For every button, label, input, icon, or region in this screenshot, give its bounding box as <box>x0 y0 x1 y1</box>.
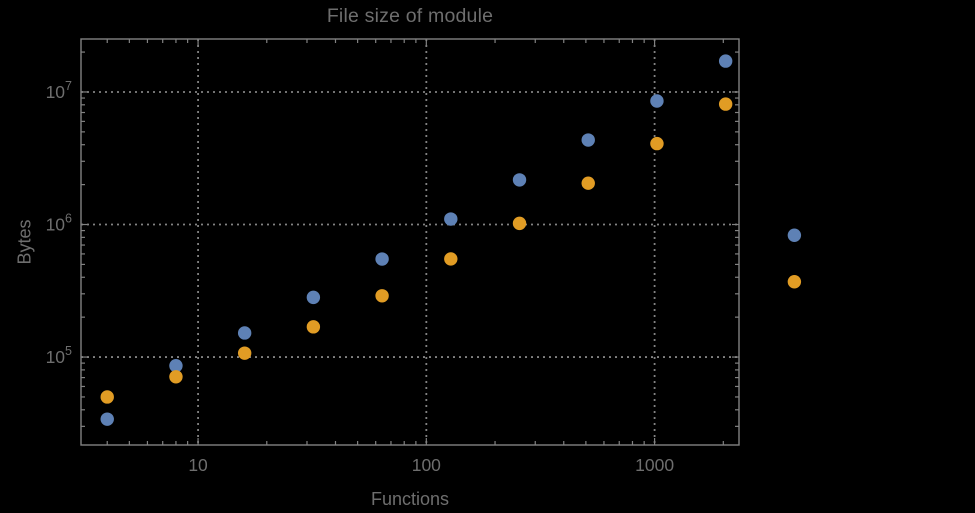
data-point <box>512 173 527 187</box>
frame <box>80 38 740 446</box>
y-tick-label: 105 <box>46 344 72 367</box>
data-point <box>718 97 733 111</box>
data-point <box>444 212 458 226</box>
data-point <box>512 216 527 231</box>
data-point <box>444 252 458 266</box>
x-tick-label: 1000 <box>635 455 674 475</box>
data-point <box>100 390 114 404</box>
data-point <box>718 54 733 68</box>
x-tick-label: 100 <box>412 455 441 475</box>
y-tick-labels: 105 106 107 <box>46 79 72 367</box>
x-tick-label: 10 <box>188 455 208 475</box>
x-tick-labels: 10 100 1000 <box>188 455 674 475</box>
x-axis-label: Functions <box>370 489 450 509</box>
data-point <box>169 359 183 373</box>
y-tick-label: 107 <box>46 79 72 102</box>
data-point <box>581 133 595 147</box>
data-point <box>237 326 252 340</box>
plot-frame <box>80 38 740 446</box>
axis-ticks <box>81 39 739 445</box>
gridlines <box>81 39 739 445</box>
data-point <box>375 252 389 266</box>
data-point <box>581 176 595 190</box>
data-point <box>787 275 802 289</box>
series-series-2-orange <box>100 97 802 404</box>
data-point <box>650 94 664 108</box>
data-point <box>375 289 389 303</box>
data-point <box>100 412 114 426</box>
data-point <box>650 136 664 151</box>
data-point <box>169 370 183 384</box>
y-tick-label: 106 <box>46 212 72 235</box>
series-series-1-blue <box>100 54 802 426</box>
data-point <box>306 290 321 305</box>
data-point <box>787 228 802 242</box>
data-point <box>237 346 252 360</box>
y-axis-label: Bytes <box>14 219 35 265</box>
data-point <box>306 320 321 334</box>
chart-title: File size of module <box>326 5 494 27</box>
